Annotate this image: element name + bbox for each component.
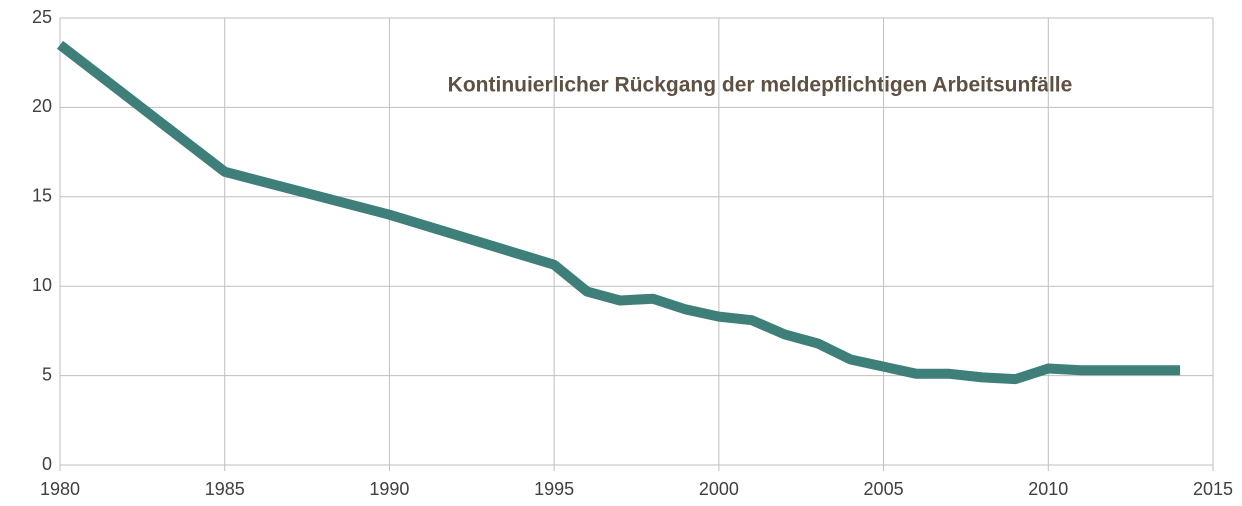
x-tick-label: 2000 [699, 479, 739, 499]
x-tick-label: 1985 [205, 479, 245, 499]
y-tick-label: 25 [32, 7, 52, 27]
y-tick-label: 0 [42, 454, 52, 474]
x-tick-label: 1990 [369, 479, 409, 499]
y-tick-label: 20 [32, 96, 52, 116]
y-tick-label: 5 [42, 364, 52, 384]
data-line [56, 40, 1181, 385]
chart-title: Kontinuierlicher Rückgang der meldepflic… [448, 74, 1073, 97]
x-tick-label: 2010 [1028, 479, 1068, 499]
x-tick-label: 2015 [1193, 479, 1233, 499]
x-tick-label: 2005 [864, 479, 904, 499]
x-tick-label: 1980 [40, 479, 80, 499]
x-tick-label: 1995 [534, 479, 574, 499]
y-tick-label: 10 [32, 275, 52, 295]
y-tick-label: 15 [32, 186, 52, 206]
